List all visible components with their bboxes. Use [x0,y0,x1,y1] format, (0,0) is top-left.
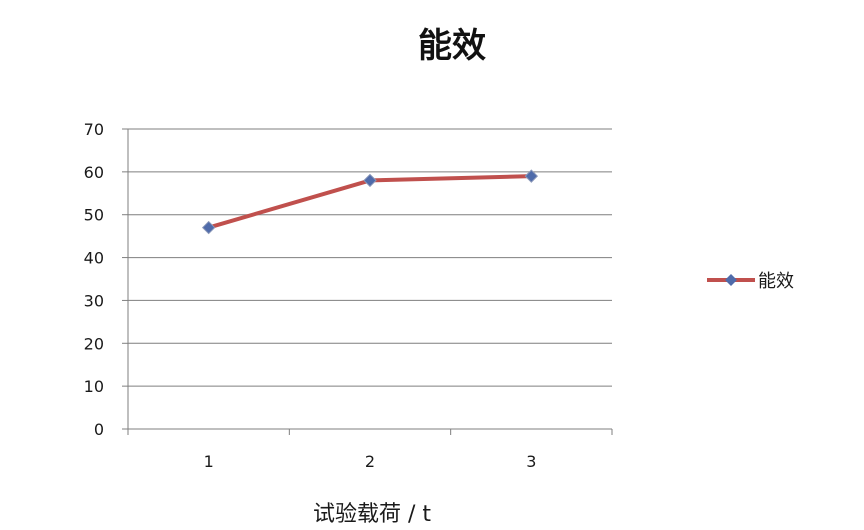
data-point-marker [524,169,539,183]
y-tick-label: 30 [84,291,104,310]
legend-marker [725,274,737,286]
legend-label: 能效 [758,271,794,292]
y-axis-ticks: 0 10 20 30 40 50 60 70 [84,120,128,439]
grid [128,128,612,387]
y-tick-label: 10 [84,377,104,396]
data-point-marker [201,220,216,235]
axes [127,129,612,430]
y-tick-label: 70 [84,120,104,139]
x-tick-label: 2 [365,452,375,471]
y-tick-label: 50 [84,206,104,225]
legend: 能效 [707,271,794,292]
y-tick-label: 0 [94,420,104,439]
series-layer [201,169,539,235]
y-tick-label: 60 [84,163,104,182]
x-axis-ticks: 1 2 3 [127,429,613,471]
chart-title: 能效 [418,26,486,66]
y-tick-label: 20 [84,334,104,353]
x-tick-label: 1 [204,452,214,471]
x-axis-label: 试验载荷 / t [313,502,431,527]
x-tick-label: 3 [526,452,536,471]
y-tick-label: 40 [84,249,104,268]
data-point-marker [363,173,377,188]
